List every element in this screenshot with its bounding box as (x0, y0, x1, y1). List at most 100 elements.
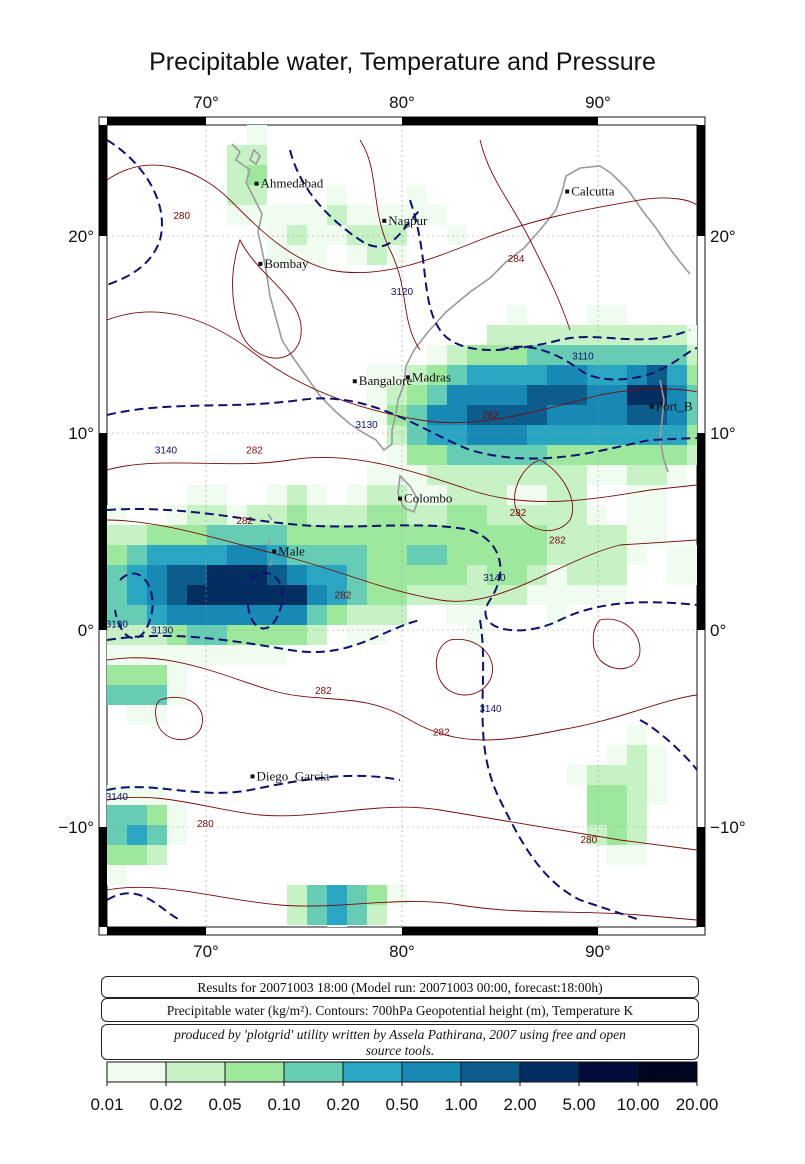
map-title: Precipitable water, Temperature and Pres… (149, 48, 656, 76)
pw-cell (147, 545, 167, 565)
contour-label: 3130 (355, 420, 378, 431)
pw-cell (447, 605, 467, 625)
pw-cell (387, 245, 407, 265)
city-label: Colombo (404, 491, 452, 506)
pw-cell (607, 585, 627, 605)
pw-cell (607, 425, 627, 445)
pw-cell (307, 485, 327, 505)
pw-cell (167, 565, 187, 585)
pw-cell (627, 465, 647, 485)
pw-cell (287, 485, 307, 505)
colorbar-swatch (638, 1062, 697, 1082)
pw-cell (147, 525, 167, 545)
pw-cell (647, 765, 667, 785)
pw-cell (187, 485, 207, 505)
colorbar-label: 1.00 (444, 1095, 478, 1114)
pw-cell (627, 825, 647, 845)
colorbar-swatch (107, 1062, 166, 1082)
pw-cell (287, 225, 307, 245)
pw-cell (367, 385, 387, 405)
pw-cell (587, 345, 607, 365)
pw-cell (287, 505, 307, 525)
pw-cell (147, 585, 167, 605)
pw-cell (207, 485, 227, 505)
pw-cell (567, 325, 587, 345)
pw-cell (387, 545, 407, 565)
pw-cell (307, 505, 327, 525)
city-label: Bangalore (359, 373, 413, 388)
colorbar-swatch (579, 1062, 638, 1082)
pw-cell (107, 805, 127, 825)
pw-cell (567, 565, 587, 585)
pw-cell (607, 325, 627, 345)
pw-cell (447, 465, 467, 485)
pw-cell (167, 605, 187, 625)
pw-cell (147, 785, 167, 805)
temperature-contours (107, 139, 697, 921)
pw-cell (187, 585, 207, 605)
pw-cell (407, 525, 427, 545)
pw-cell (407, 445, 427, 465)
pw-cell (587, 305, 607, 325)
pw-cell (447, 505, 467, 525)
top-tick-80: 80° (389, 93, 415, 112)
colorbar-label: 0.10 (267, 1095, 301, 1114)
pw-cell (627, 445, 647, 465)
colorbar-label: 20.00 (675, 1095, 719, 1114)
pw-cell (347, 505, 367, 525)
pw-cell (207, 525, 227, 545)
pw-cell (327, 905, 347, 925)
pw-cell (607, 565, 627, 585)
pw-cell (327, 925, 347, 927)
pw-cell (347, 245, 367, 265)
city-marker (649, 404, 654, 409)
pw-cell (647, 345, 667, 365)
contour-label: 282 (246, 446, 263, 457)
pw-cell (467, 525, 487, 545)
pw-cell (587, 785, 607, 805)
pw-cell (227, 165, 247, 185)
pw-cell (647, 425, 667, 445)
pw-cell (147, 565, 167, 585)
pw-cell (247, 605, 267, 625)
pw-cell (107, 665, 127, 685)
pw-cell (407, 365, 427, 385)
pw-cell (267, 565, 287, 585)
pw-cell (547, 445, 567, 465)
pw-cell (427, 525, 447, 545)
colorbar-swatch (520, 1062, 579, 1082)
pw-cell (427, 345, 447, 365)
variables-caption: Precipitable water (kg/m²). Contours: 70… (101, 998, 699, 1022)
pw-cell (407, 425, 427, 445)
pw-cell (487, 505, 507, 525)
pw-cell (367, 365, 387, 385)
pw-cell (487, 485, 507, 505)
city-marker (352, 379, 357, 384)
pw-cell (167, 545, 187, 565)
pw-cell (247, 145, 267, 165)
pw-cell (167, 825, 187, 845)
pw-cell (367, 885, 387, 905)
colorbar-label: 0.02 (149, 1095, 183, 1114)
pw-cell (567, 765, 587, 785)
pw-cell (387, 425, 407, 445)
pw-cell (527, 325, 547, 345)
pw-cell (547, 505, 567, 525)
pw-cell (647, 745, 667, 765)
pw-cell (167, 505, 187, 525)
pw-cell (527, 525, 547, 545)
pw-cell (327, 525, 347, 545)
pw-cell (247, 185, 267, 205)
pw-cell (407, 205, 427, 225)
city-marker (405, 375, 410, 380)
pw-cell (447, 485, 467, 505)
pw-cell (267, 625, 287, 645)
pw-cell (587, 585, 607, 605)
pw-cell (487, 545, 507, 565)
pw-cell (587, 425, 607, 445)
credit-caption: produced by 'plotgrid' utility written b… (101, 1024, 699, 1060)
pw-cell (627, 325, 647, 345)
pw-cell (427, 585, 447, 605)
pw-cell (567, 505, 587, 525)
pw-cell (147, 685, 167, 705)
